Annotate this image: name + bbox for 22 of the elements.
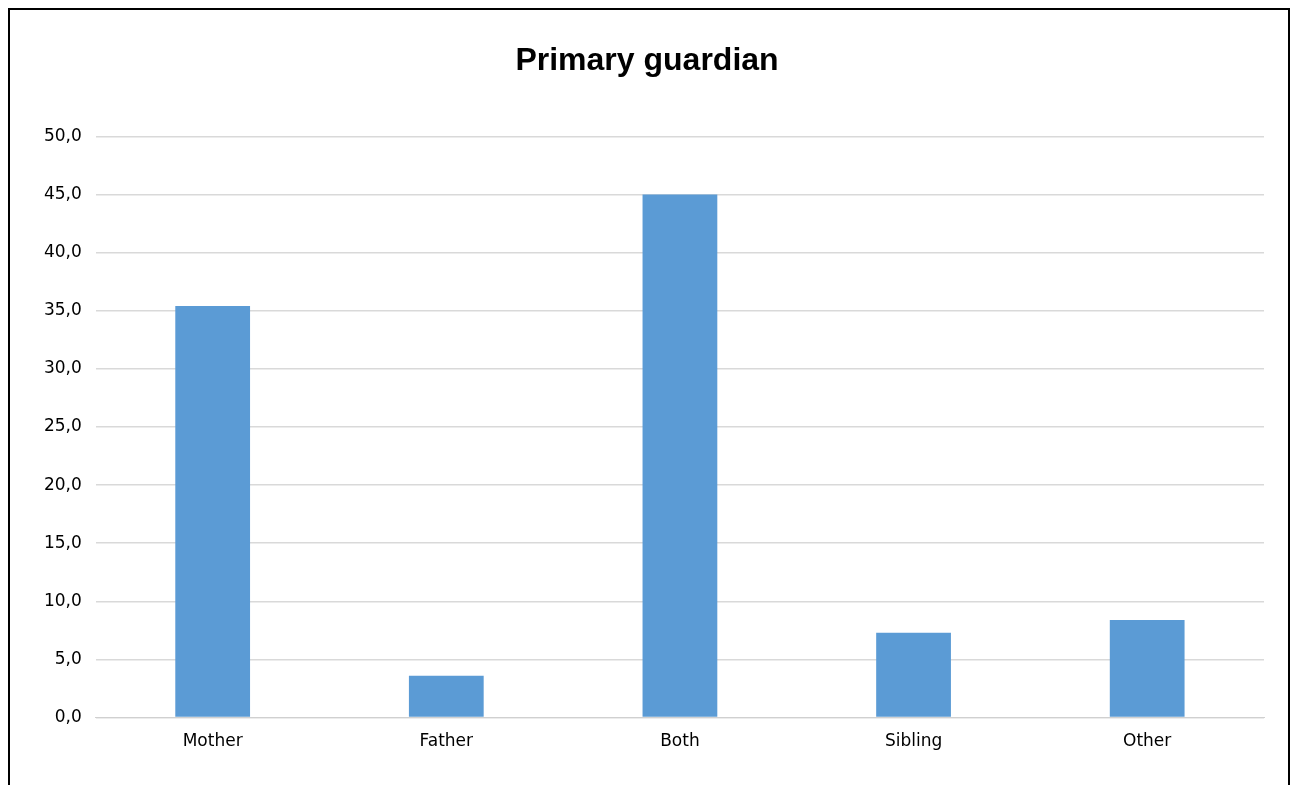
y-tick-label: 25,0 [43,415,82,436]
x-tick-label: Both [660,730,700,751]
y-tick-label: 35,0 [43,299,82,320]
bar [1109,619,1185,717]
x-tick-label: Sibling [884,730,943,751]
y-tick-label: 10,0 [43,589,82,610]
bar [408,675,484,717]
x-tick-label: Mother [182,730,243,751]
y-tick-label: 15,0 [43,531,82,552]
y-tick-label: 0,0 [54,706,82,727]
y-tick-label: 20,0 [43,473,82,494]
bar [175,306,251,717]
x-tick-label: Father [419,730,474,751]
y-tick-label: 50,0 [43,124,82,145]
y-tick-label: 30,0 [43,357,82,378]
y-tick-label: 5,0 [54,647,82,668]
y-tick-label: 40,0 [43,241,82,262]
bar [876,632,951,717]
chart-title: Primary guardian [515,41,779,78]
bar [642,194,718,717]
x-tick-label: Other [1123,730,1172,751]
y-tick-label: 45,0 [43,182,82,203]
